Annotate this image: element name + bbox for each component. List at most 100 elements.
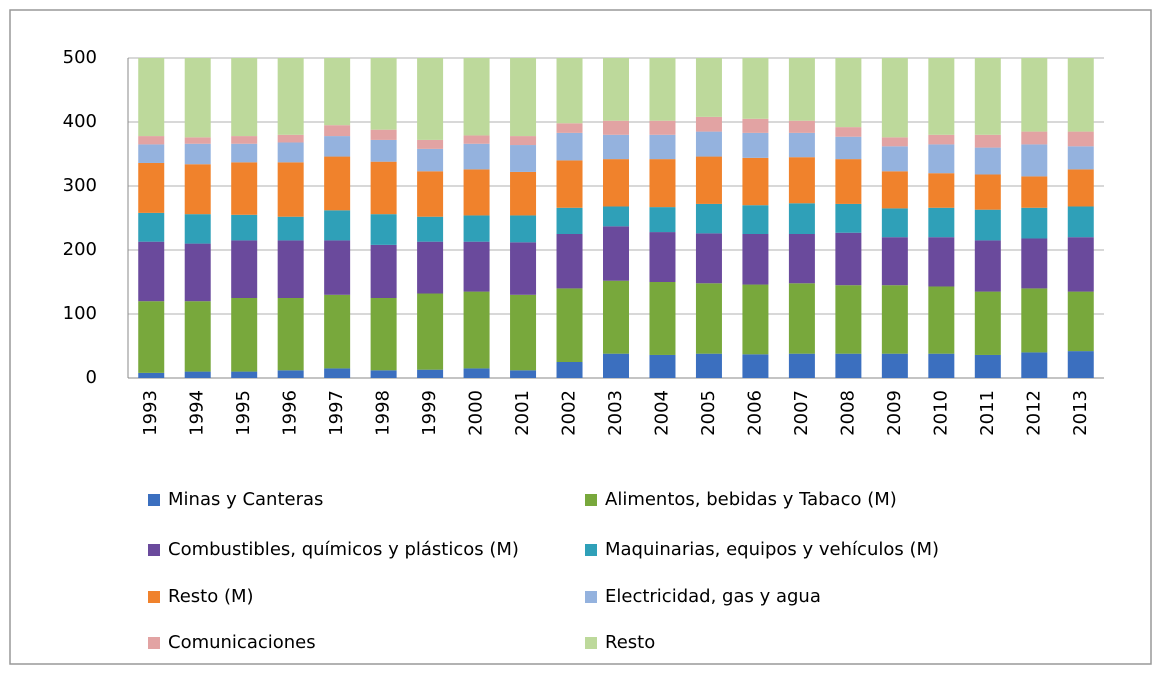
bar-segment (603, 280, 629, 354)
bar-segment (138, 136, 165, 145)
bar-segment (138, 162, 165, 213)
bar-segment (974, 58, 1001, 135)
bar-segment (603, 134, 629, 160)
bar-segment (277, 58, 304, 135)
legend-label: Maquinarias, equipos y vehículos (M) (605, 539, 939, 560)
bar-segment (695, 353, 722, 378)
bar-segment (463, 241, 490, 292)
bar-segment (974, 291, 1001, 355)
bar-segment (881, 137, 908, 147)
x-tick-label: 2006 (744, 390, 765, 436)
bar-segment (928, 237, 955, 287)
bar-segment (556, 362, 583, 378)
bar-segment (974, 240, 1001, 292)
bar-segment (370, 129, 397, 140)
bar-segment (928, 286, 955, 354)
bar-segment (881, 58, 908, 138)
bar-segment (835, 127, 862, 137)
bar-segment (1067, 131, 1094, 147)
bar-segment (603, 159, 629, 207)
legend-label: Electricidad, gas y agua (605, 586, 821, 607)
legend-swatch (148, 544, 160, 556)
bar-segment (788, 234, 815, 284)
bar-segment (881, 237, 908, 286)
x-tick-label: 1994 (187, 390, 208, 436)
bar-segment (324, 58, 351, 126)
bar-segment (370, 214, 397, 245)
bar-segment (510, 58, 537, 137)
bar-segment (1021, 58, 1048, 132)
bar-segment (1021, 238, 1048, 289)
y-tick-label: 200 (63, 239, 97, 260)
bar-segment (138, 144, 165, 163)
legend-swatch (585, 591, 597, 603)
bar-segment (649, 232, 676, 282)
x-tick-label: 2005 (698, 390, 719, 436)
bar-segment (463, 58, 490, 136)
bar-segment (881, 208, 908, 238)
bar-segment (928, 144, 955, 174)
x-tick-label: 2007 (791, 390, 812, 436)
bar-segment (184, 243, 211, 302)
bar-segment (1021, 207, 1048, 239)
bar-segment (370, 244, 397, 298)
x-tick-label: 2009 (884, 390, 905, 436)
bar-segment (742, 354, 769, 378)
bar-segment (974, 354, 1001, 378)
bar-segment (603, 58, 629, 121)
bar-segment (463, 215, 490, 242)
bar-segment (184, 301, 211, 372)
bar-segment (1021, 288, 1048, 353)
bar-segment (788, 58, 815, 121)
bar-segment (835, 58, 862, 128)
bar-segment (417, 139, 444, 149)
bar-segment (510, 242, 537, 295)
x-tick-label: 2008 (837, 390, 858, 436)
bar-segment (417, 58, 444, 140)
bar-segment (788, 353, 815, 378)
x-tick-label: 1993 (140, 390, 161, 436)
x-tick-label: 2001 (512, 390, 533, 436)
legend-swatch (585, 544, 597, 556)
bar-segment (1021, 131, 1048, 145)
bar-segment (510, 370, 537, 378)
bar-segment (742, 58, 769, 119)
bar-segment (510, 136, 537, 146)
legend-swatch (148, 637, 160, 649)
bar-segment (742, 118, 769, 133)
y-tick-label: 0 (86, 367, 97, 388)
bar-segment (417, 293, 444, 370)
x-tick-label: 1995 (233, 390, 254, 436)
bar-segment (324, 240, 351, 295)
bar-segment (649, 120, 676, 135)
bar-segment (928, 207, 955, 238)
bar-segment (277, 134, 304, 143)
bar-segment (1067, 169, 1094, 207)
x-tick-label: 2003 (605, 390, 626, 436)
bar-segment (742, 157, 769, 206)
bar-segment (788, 120, 815, 133)
bar-segment (510, 145, 537, 172)
bar-segment (277, 142, 304, 163)
bar-segment (417, 241, 444, 294)
bar-segment (649, 58, 676, 121)
bar-segment (974, 174, 1001, 210)
y-tick-label: 100 (63, 303, 97, 324)
bar-segment (277, 216, 304, 241)
bar-segment (370, 139, 397, 162)
legend-label: Alimentos, bebidas y Tabaco (M) (605, 489, 897, 510)
bar-segment (463, 291, 490, 369)
bar-segment (881, 146, 908, 172)
bar-segment (742, 132, 769, 158)
bar-segment (184, 137, 211, 144)
bar-segment (463, 169, 490, 216)
bar-segment (1067, 291, 1094, 352)
legend-swatch (148, 591, 160, 603)
bar-segment (231, 143, 258, 163)
bar-segment (835, 159, 862, 204)
legend-label: Minas y Canteras (168, 489, 323, 510)
bar-segment (231, 162, 258, 215)
x-tick-label: 1997 (326, 390, 347, 436)
bar-segment (928, 58, 955, 135)
bar-segment (695, 283, 722, 354)
